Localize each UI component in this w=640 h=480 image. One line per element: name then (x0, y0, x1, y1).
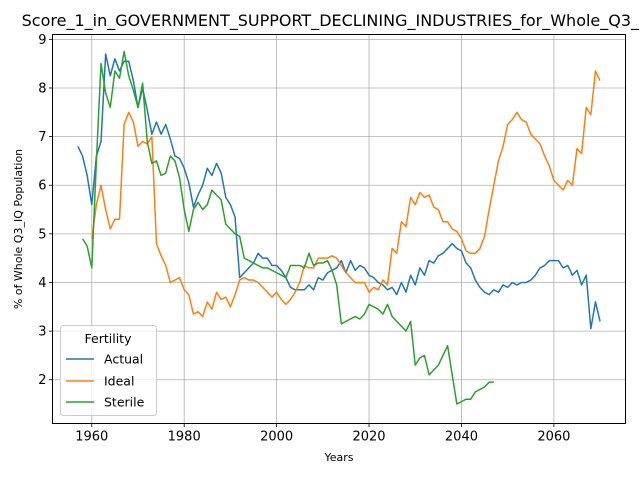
x-tick-label: 2060 (537, 430, 570, 445)
y-axis-label: % of Whole Q3_IQ Population (12, 149, 25, 309)
y-axis-ticks: 2 3 4 5 6 7 8 9 (38, 33, 53, 388)
y-tick-label: 8 (38, 81, 46, 96)
x-tick-label: 2020 (352, 430, 385, 445)
legend-box (60, 325, 157, 416)
series-lines (77, 50, 601, 405)
x-tick-label: 1980 (168, 430, 201, 445)
x-axis-ticks: 1960 1980 2000 2020 2040 2060 (75, 423, 570, 445)
y-tick-label: 5 (38, 227, 46, 242)
x-tick-label: 1960 (75, 430, 108, 445)
series-line-ideal (91, 70, 601, 318)
x-tick-label: 2040 (445, 430, 478, 445)
y-tick-label: 2 (38, 373, 46, 388)
chart-title: Score_1_in_GOVERNMENT_SUPPORT_DECLINING_… (22, 11, 640, 31)
y-tick-label: 7 (38, 130, 46, 145)
legend-title: Fertility (85, 331, 133, 346)
y-tick-label: 9 (38, 33, 46, 48)
legend-label-sterile: Sterile (104, 395, 145, 410)
legend-label-ideal: Ideal (104, 374, 134, 389)
y-tick-label: 4 (38, 276, 46, 291)
legend-label-actual: Actual (104, 352, 143, 367)
x-axis-label: Years (323, 451, 353, 464)
plot-frame (52, 34, 626, 424)
legend: Fertility Actual Ideal Sterile (60, 325, 157, 416)
series-line-actual (77, 53, 601, 330)
series-line-sterile (81, 50, 494, 405)
y-tick-label: 6 (38, 179, 46, 194)
x-tick-label: 2000 (260, 430, 293, 445)
y-tick-label: 3 (38, 325, 46, 340)
